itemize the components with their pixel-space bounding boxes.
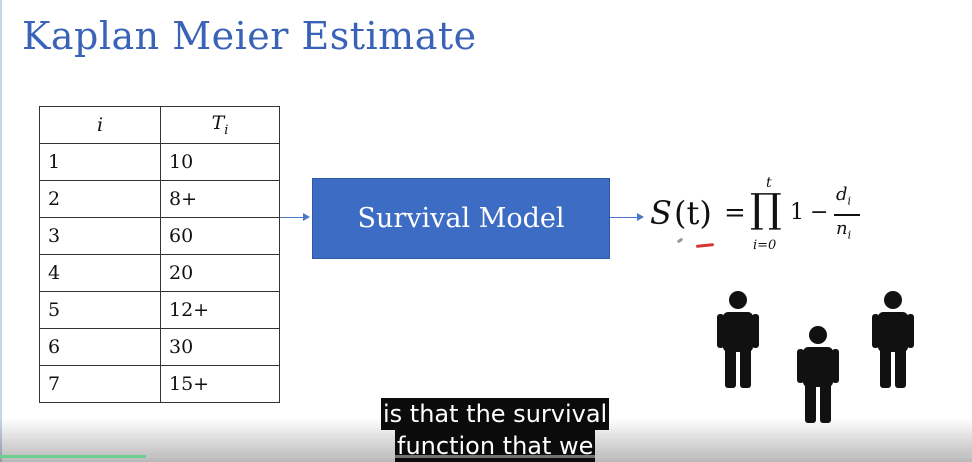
- slide-left-border: [0, 0, 2, 462]
- cell-index: 3: [39, 217, 161, 255]
- formula-lower-limit: i=0: [753, 238, 777, 253]
- slide-title: Kaplan Meier Estimate: [22, 14, 477, 58]
- video-progress-fill: [0, 455, 146, 458]
- cell-time: 8+: [160, 180, 280, 218]
- cell-index: 7: [39, 365, 161, 403]
- cell-index: 5: [39, 291, 161, 329]
- arrow-head-icon: [303, 213, 310, 221]
- survival-model-label: Survival Model: [357, 203, 565, 234]
- cell-time: 30: [160, 328, 280, 366]
- formula-S: S: [650, 194, 672, 232]
- cell-time: 12+: [160, 291, 280, 329]
- person-icon: [797, 326, 839, 423]
- cell-index: 2: [39, 180, 161, 218]
- subtitle-caption: is that the survival function that we: [381, 398, 633, 462]
- table-row: 2 8+: [39, 180, 280, 218]
- table-row: 7 15+: [39, 365, 280, 403]
- formula-arg: (t): [674, 194, 712, 232]
- column-header-T: Ti: [160, 106, 280, 144]
- arrow-model-to-formula: [610, 217, 640, 218]
- column-header-T-symbol: T: [211, 112, 225, 135]
- table-row: 4 20: [39, 254, 280, 292]
- video-progress-bar[interactable]: [0, 455, 972, 458]
- formula-equals: =: [724, 198, 746, 228]
- caption-line-1: is that the survival: [381, 398, 610, 430]
- arrow-head-icon: [637, 213, 644, 221]
- table-row: 6 30: [39, 328, 280, 366]
- data-table: i Ti 1 10 2 8+ 3 60 4 20 5 12+ 6 30 7 15+: [39, 106, 280, 403]
- column-header-i: i: [39, 106, 161, 144]
- cell-index: 1: [39, 143, 161, 181]
- person-icon: [717, 291, 759, 388]
- table-header-row: i Ti: [39, 106, 280, 144]
- formula-numerator: di: [836, 184, 852, 208]
- cell-index: 4: [39, 254, 161, 292]
- cell-time: 60: [160, 217, 280, 255]
- survival-model-box: Survival Model: [312, 178, 610, 259]
- table-row: 1 10: [39, 143, 280, 181]
- kaplan-meier-formula: S (t) = t ∏ i=0 1 − di ni: [650, 172, 880, 262]
- table-row: 3 60: [39, 217, 280, 255]
- formula-minus: −: [810, 200, 829, 225]
- arrow-table-to-model: [280, 217, 306, 218]
- table-row: 5 12+: [39, 291, 280, 329]
- formula-denominator: ni: [836, 218, 852, 242]
- formula-product-symbol: ∏: [750, 186, 782, 232]
- cell-time: 15+: [160, 365, 280, 403]
- formula-fraction-bar: [834, 214, 860, 216]
- formula-one: 1: [790, 200, 804, 225]
- cell-index: 6: [39, 328, 161, 366]
- cell-time: 20: [160, 254, 280, 292]
- column-header-T-subscript: i: [224, 122, 229, 138]
- formula-upper-limit: t: [766, 175, 772, 191]
- cell-time: 10: [160, 143, 280, 181]
- person-icon: [872, 291, 914, 388]
